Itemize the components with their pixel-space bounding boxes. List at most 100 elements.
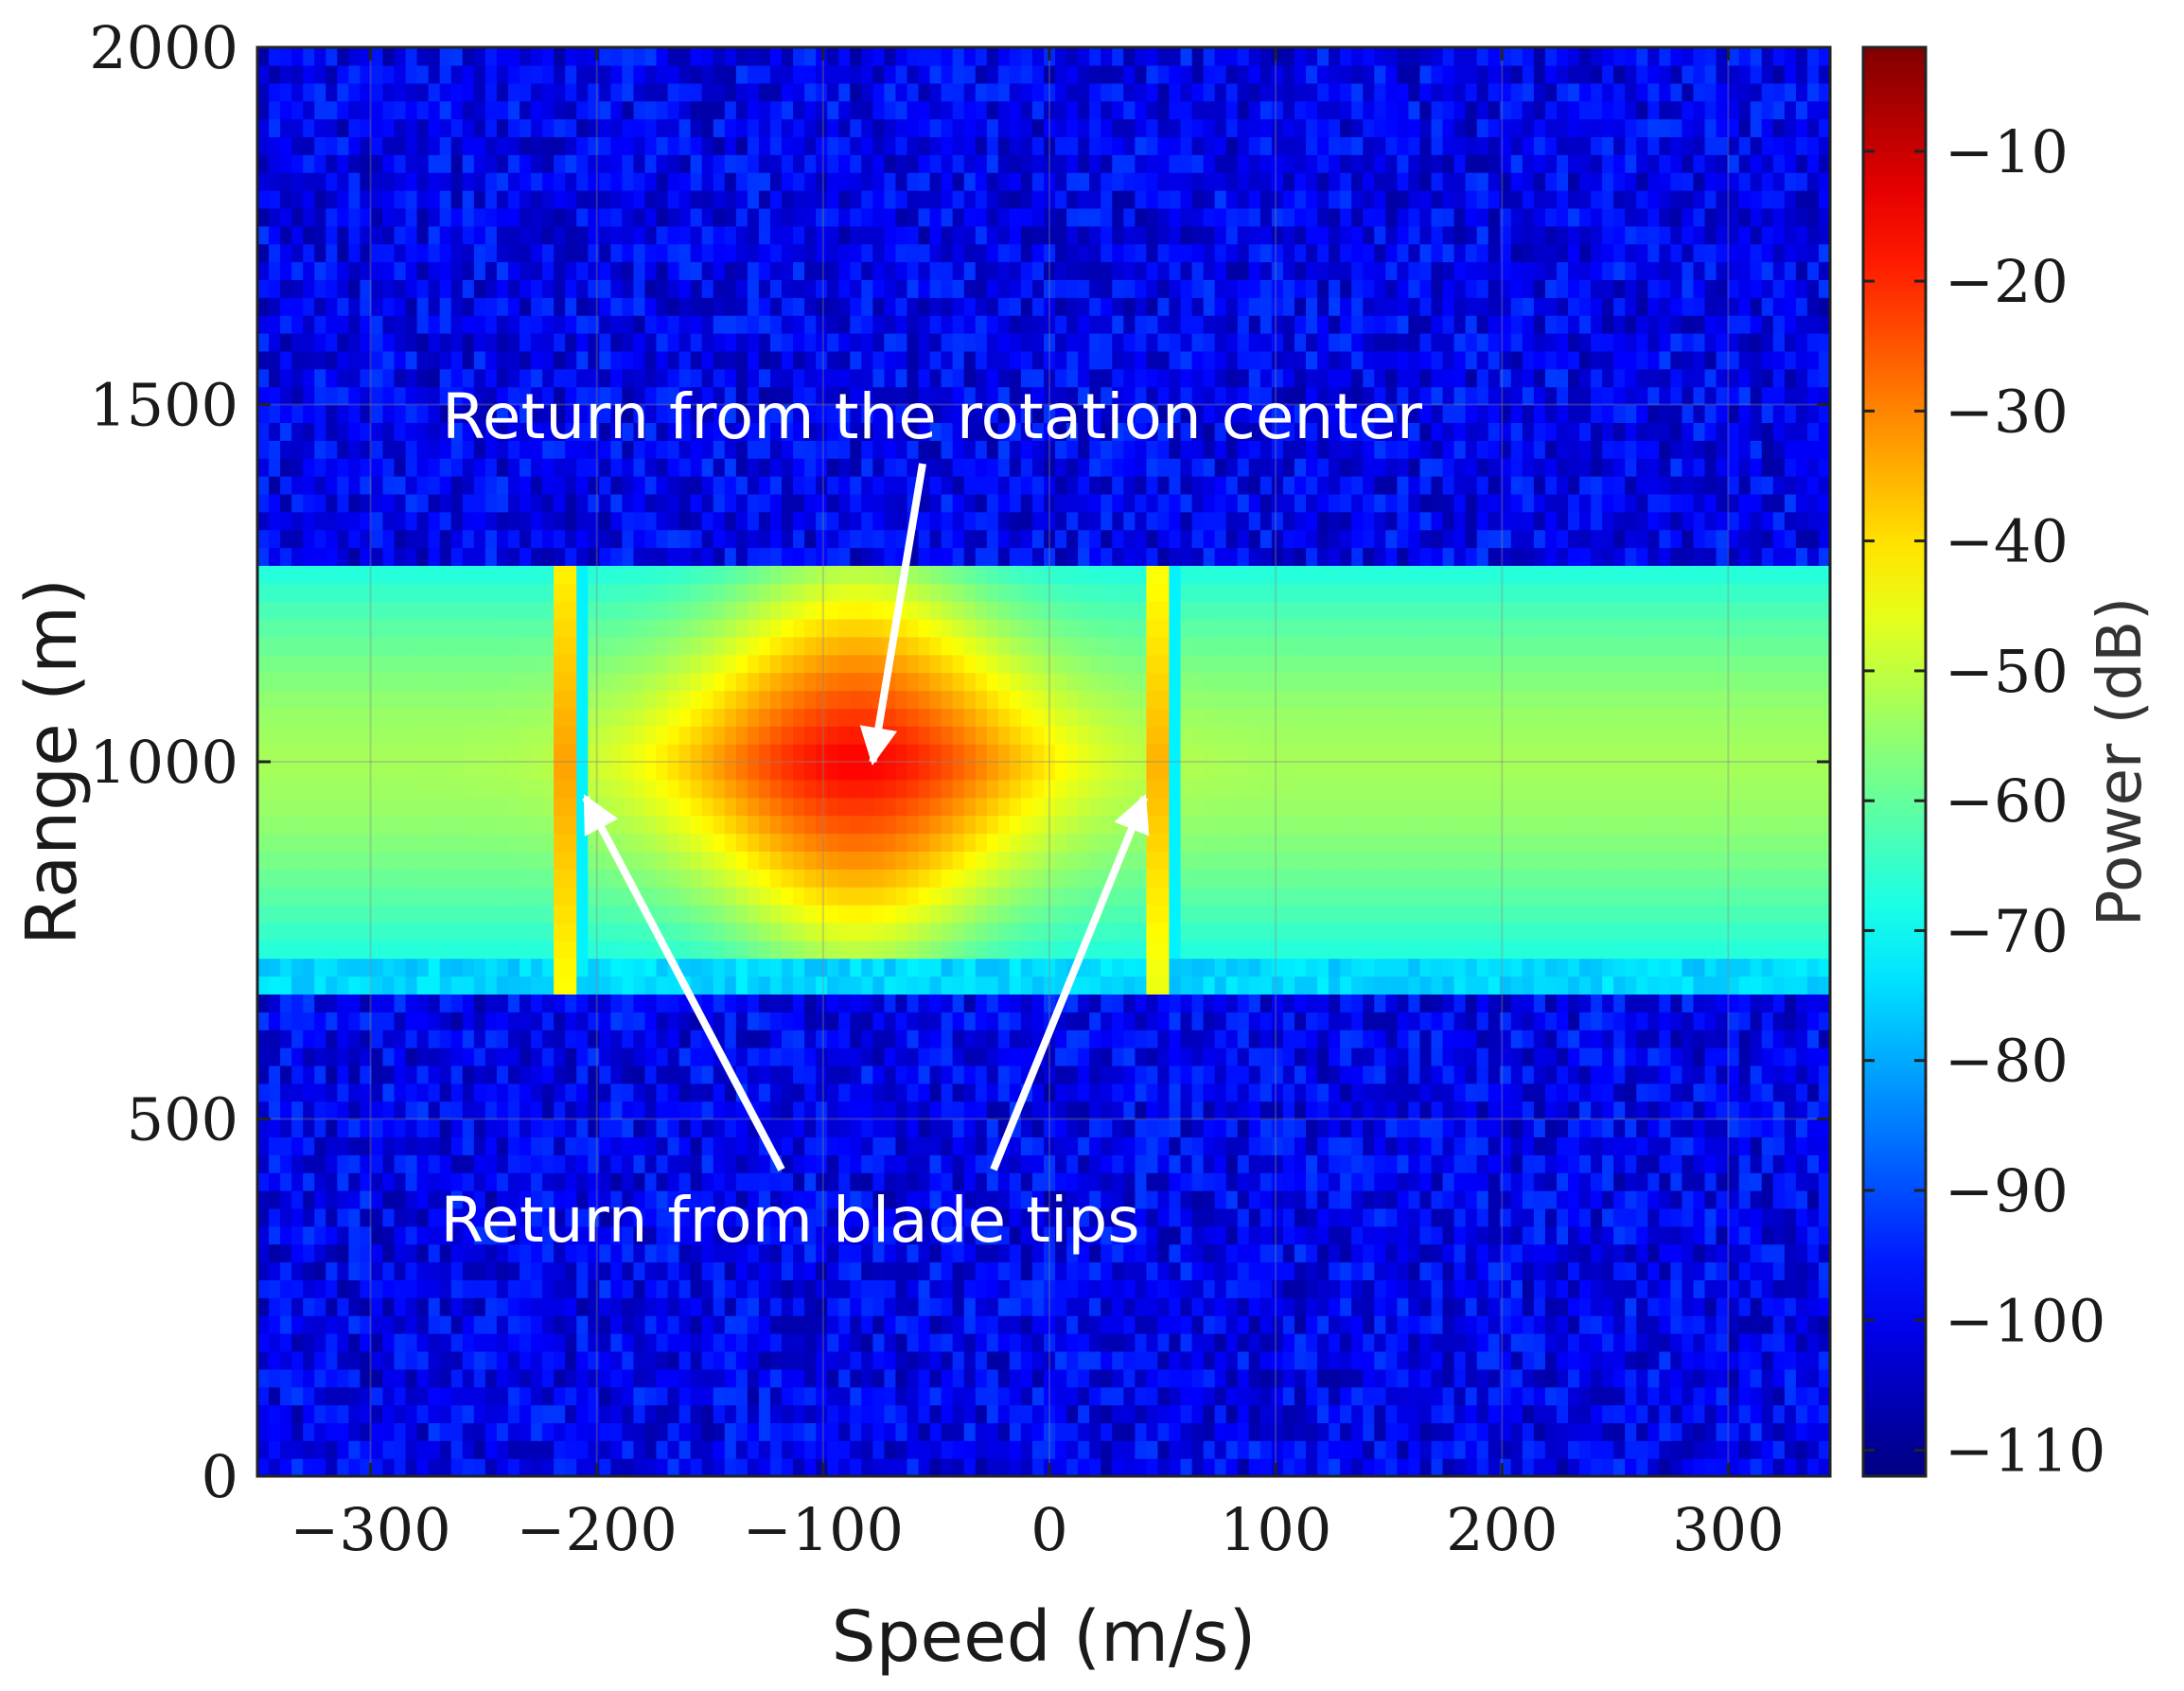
heatmap-cell xyxy=(520,1458,532,1476)
heatmap-cell xyxy=(462,869,475,888)
heatmap-cell xyxy=(405,1207,418,1227)
heatmap-cell xyxy=(496,1119,509,1137)
heatmap-cell xyxy=(360,1458,373,1476)
heatmap-cell xyxy=(656,1030,669,1048)
heatmap-cell xyxy=(952,1243,965,1263)
heatmap-cell xyxy=(816,1350,828,1370)
heatmap-cell xyxy=(941,869,954,888)
heatmap-cell xyxy=(678,1315,692,1334)
heatmap-cell xyxy=(1772,1012,1786,1030)
heatmap-cell xyxy=(1282,1458,1295,1476)
heatmap-cell xyxy=(941,994,954,1013)
heatmap-cell xyxy=(462,905,475,924)
heatmap-cell xyxy=(963,1119,977,1137)
heatmap-cell xyxy=(963,1350,977,1370)
heatmap-cell xyxy=(1625,1119,1637,1137)
heatmap-cell xyxy=(416,1422,430,1441)
heatmap-cell xyxy=(1329,1083,1341,1102)
heatmap-cell xyxy=(1476,1350,1489,1370)
heatmap-cell xyxy=(678,1404,692,1423)
heatmap-cell xyxy=(257,1083,270,1102)
heatmap-cell xyxy=(1806,833,1820,852)
heatmap-cell xyxy=(1795,1101,1808,1120)
heatmap-cell xyxy=(462,1404,475,1423)
heatmap-cell xyxy=(1055,1422,1067,1441)
heatmap-cell xyxy=(291,1350,304,1370)
heatmap-cell xyxy=(326,1083,338,1102)
heatmap-cell xyxy=(1647,1422,1660,1441)
heatmap-cell xyxy=(1533,869,1546,888)
heatmap-cell xyxy=(520,905,532,924)
heatmap-cell xyxy=(1101,1404,1113,1423)
heatmap-cell xyxy=(507,1101,520,1120)
heatmap-cell xyxy=(1442,869,1455,888)
heatmap-cell xyxy=(1351,922,1364,942)
heatmap-cell xyxy=(405,1136,418,1155)
heatmap-cell xyxy=(1374,1154,1386,1173)
heatmap-cell xyxy=(963,887,977,906)
heatmap-cell xyxy=(1112,905,1124,924)
heatmap-cell xyxy=(337,1261,349,1280)
heatmap-cell xyxy=(450,1243,464,1263)
heatmap-cell xyxy=(326,1172,338,1191)
heatmap-cell xyxy=(667,1386,680,1406)
heatmap-cell xyxy=(1544,1368,1558,1388)
heatmap-cell xyxy=(975,1279,988,1298)
heatmap-cell xyxy=(599,922,611,942)
heatmap-cell xyxy=(1259,1279,1273,1298)
heatmap-cell xyxy=(1693,1422,1706,1441)
heatmap-cell xyxy=(997,994,1011,1013)
heatmap-cell xyxy=(1248,1350,1261,1370)
heatmap-cell xyxy=(713,1136,726,1155)
heatmap-cell xyxy=(1180,1172,1193,1191)
heatmap-cell xyxy=(735,869,749,888)
heatmap-cell xyxy=(633,1422,646,1441)
heatmap-cell xyxy=(1271,994,1284,1013)
heatmap-cell xyxy=(1066,1315,1079,1334)
heatmap-cell xyxy=(850,940,862,960)
heatmap-cell xyxy=(1180,958,1193,978)
heatmap-cell xyxy=(1146,1440,1159,1459)
heatmap-cell xyxy=(1761,958,1774,978)
heatmap-cell xyxy=(576,976,589,995)
heatmap-cell xyxy=(1806,1458,1820,1476)
heatmap-cell xyxy=(1340,1119,1352,1137)
heatmap-cell xyxy=(1442,887,1455,906)
heatmap-cell xyxy=(1647,1172,1660,1191)
heatmap-cell xyxy=(1453,1368,1467,1388)
heatmap-cell xyxy=(1795,1136,1808,1155)
heatmap-cell xyxy=(280,905,292,924)
heatmap-cell xyxy=(1237,1154,1250,1173)
heatmap-cell xyxy=(1419,1030,1433,1048)
heatmap-cell xyxy=(507,1440,520,1459)
heatmap-cell xyxy=(952,976,965,995)
heatmap-cell xyxy=(348,922,361,942)
heatmap-cell xyxy=(713,1315,726,1334)
heatmap-cell xyxy=(326,940,338,960)
heatmap-cell xyxy=(303,994,315,1013)
heatmap-cell xyxy=(769,905,783,924)
heatmap-cell xyxy=(269,1404,281,1423)
heatmap-cell xyxy=(656,1315,669,1334)
heatmap-cell xyxy=(690,851,703,870)
heatmap-cell xyxy=(1408,1101,1421,1120)
heatmap-cell xyxy=(782,1386,794,1406)
heatmap-cell xyxy=(1294,1154,1307,1173)
heatmap-cell xyxy=(952,1065,965,1084)
heatmap-cell xyxy=(531,1012,543,1030)
heatmap-cell xyxy=(713,1386,726,1406)
heatmap-cell xyxy=(782,1030,794,1048)
heatmap-cell xyxy=(1818,1207,1830,1227)
heatmap-cell xyxy=(1078,1440,1090,1459)
heatmap-cell xyxy=(1317,1243,1330,1263)
heatmap-cell xyxy=(360,1048,373,1066)
heatmap-cell xyxy=(280,922,292,942)
heatmap-cell xyxy=(1693,1136,1706,1155)
heatmap-cell xyxy=(747,1207,760,1227)
heatmap-cell xyxy=(975,1190,988,1209)
heatmap-cell xyxy=(1385,1190,1398,1209)
heatmap-cell xyxy=(1340,1154,1352,1173)
heatmap-cell xyxy=(484,1048,498,1066)
heatmap-cell xyxy=(644,1207,658,1227)
heatmap-cell xyxy=(656,1225,669,1245)
